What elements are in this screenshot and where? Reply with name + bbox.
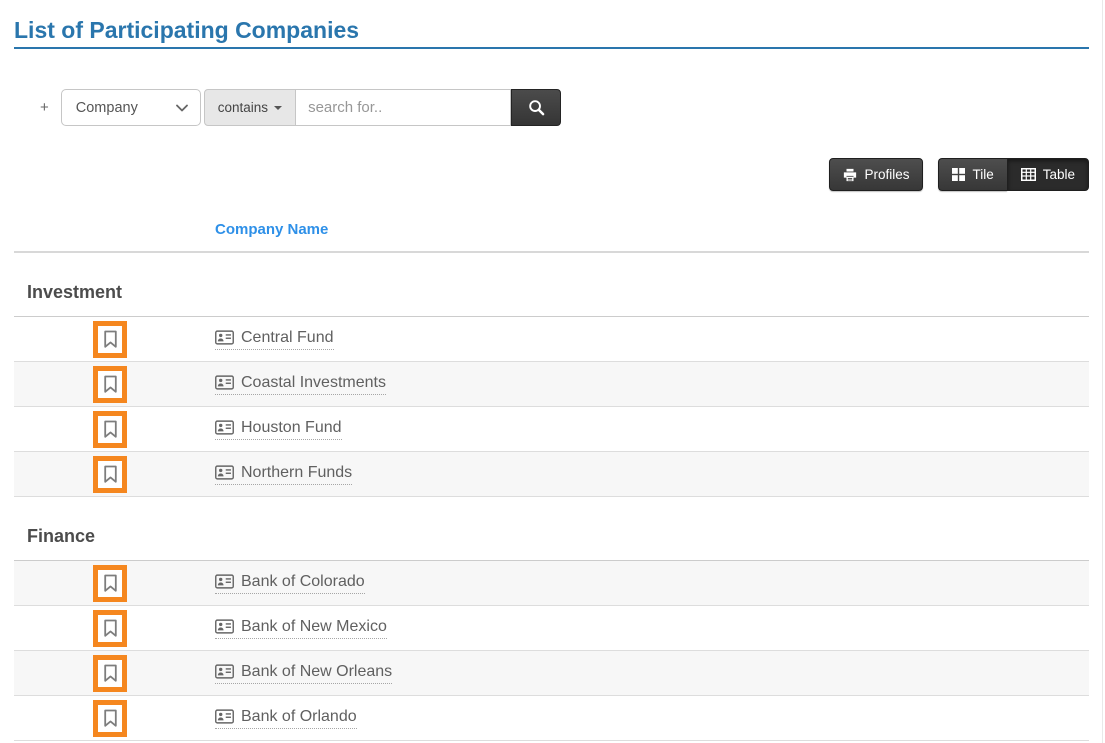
- contact-card-icon: [215, 664, 234, 679]
- page-title: List of Participating Companies: [14, 0, 1089, 49]
- group-rows: Bank of Colorado Bank of New Mexico Bank…: [14, 561, 1089, 741]
- chevron-down-icon: [175, 104, 188, 112]
- bookmark-icon: [103, 619, 118, 638]
- table-row: Northern Funds: [14, 452, 1089, 497]
- company-group: Investment Central Fund Coastal Investme…: [14, 281, 1089, 497]
- operator-dropdown[interactable]: contains: [203, 89, 297, 126]
- add-filter-button[interactable]: +: [40, 99, 49, 116]
- company-link[interactable]: Bank of Colorado: [215, 573, 365, 594]
- bookmark-button[interactable]: [93, 699, 127, 737]
- table-header-row: Company Name: [14, 221, 1089, 253]
- printer-icon: [843, 168, 857, 182]
- search-input[interactable]: [296, 89, 512, 126]
- company-name-label: Bank of Orlando: [241, 707, 357, 725]
- bookmark-icon: [103, 375, 118, 394]
- tile-view-label: Tile: [972, 167, 994, 182]
- contact-card-icon: [215, 330, 234, 345]
- company-link[interactable]: Bank of Orlando: [215, 708, 357, 729]
- company-name-label: Coastal Investments: [241, 373, 386, 391]
- bookmark-button[interactable]: [93, 320, 127, 358]
- table-row: Central Fund: [14, 317, 1089, 362]
- bookmark-button[interactable]: [93, 609, 127, 647]
- bookmark-button[interactable]: [93, 365, 127, 403]
- company-name-label: Northern Funds: [241, 463, 353, 481]
- company-link[interactable]: Bank of New Orleans: [215, 662, 393, 684]
- page-container: List of Participating Companies + Compan…: [14, 0, 1089, 741]
- table-row: Bank of Orlando: [14, 696, 1089, 741]
- bookmark-icon: [103, 574, 118, 593]
- contact-card-icon: [215, 574, 234, 589]
- contact-card-icon: [215, 465, 234, 480]
- group-header-row: Investment: [14, 281, 1089, 317]
- tile-view-button[interactable]: Tile: [938, 158, 1007, 191]
- company-group: Finance Bank of Colorado Bank of New Mex…: [14, 525, 1089, 741]
- filter-bar: + Company contains: [14, 89, 1089, 126]
- operator-dropdown-value: contains: [217, 100, 269, 115]
- bookmark-button[interactable]: [93, 654, 127, 692]
- table-row: Bank of New Orleans: [14, 651, 1089, 696]
- table-view-button[interactable]: Table: [1006, 158, 1089, 191]
- group-header-label: Investment: [27, 282, 123, 302]
- table-row: Bank of New Mexico: [14, 606, 1089, 651]
- bookmark-icon: [103, 709, 118, 728]
- contact-card-icon: [215, 420, 234, 435]
- group-header-row: Finance: [14, 525, 1089, 561]
- table-view-label: Table: [1042, 167, 1075, 182]
- company-link[interactable]: Central Fund: [215, 329, 334, 350]
- table-grid-icon: [1020, 168, 1036, 181]
- contact-card-icon: [215, 619, 234, 634]
- bookmark-button[interactable]: [93, 564, 127, 602]
- group-header-label: Finance: [27, 526, 96, 546]
- bookmark-icon: [103, 465, 118, 484]
- field-dropdown-value: Company: [75, 99, 138, 116]
- bookmark-button[interactable]: [93, 410, 127, 448]
- caret-down-icon: [274, 105, 283, 110]
- view-toggle-group: Tile Table: [938, 158, 1089, 191]
- tile-grid-icon: [952, 168, 966, 181]
- bookmark-button[interactable]: [93, 455, 127, 493]
- search-button[interactable]: [511, 89, 562, 126]
- contact-card-icon: [215, 709, 234, 724]
- page-edge-divider: [1102, 0, 1103, 743]
- table-row: Houston Fund: [14, 407, 1089, 452]
- group-rows: Central Fund Coastal Investments Houston…: [14, 317, 1089, 497]
- toolbar: Profiles Tile Table: [14, 158, 1089, 191]
- table-groups: Investment Central Fund Coastal Investme…: [14, 281, 1089, 741]
- bookmark-icon: [103, 420, 118, 439]
- search-input-group: contains: [203, 89, 562, 126]
- bookmark-icon: [103, 664, 118, 683]
- table-row: Bank of Colorado: [14, 561, 1089, 606]
- company-name-label: Central Fund: [241, 328, 334, 346]
- company-name-label: Bank of Colorado: [241, 572, 365, 590]
- profiles-button-label: Profiles: [864, 167, 910, 182]
- company-link[interactable]: Northern Funds: [215, 463, 353, 485]
- company-link[interactable]: Houston Fund: [215, 419, 342, 440]
- contact-card-icon: [215, 375, 234, 390]
- column-header-company-name[interactable]: Company Name: [215, 221, 329, 238]
- company-name-label: Houston Fund: [241, 418, 342, 436]
- company-name-label: Bank of New Orleans: [241, 662, 393, 680]
- profiles-button[interactable]: Profiles: [829, 158, 924, 191]
- company-link[interactable]: Coastal Investments: [215, 374, 386, 395]
- company-link[interactable]: Bank of New Mexico: [215, 618, 387, 639]
- table-row: Coastal Investments: [14, 362, 1089, 407]
- magnifier-icon: [528, 99, 545, 116]
- company-name-label: Bank of New Mexico: [241, 617, 387, 635]
- field-dropdown[interactable]: Company: [60, 89, 201, 126]
- bookmark-icon: [103, 330, 118, 349]
